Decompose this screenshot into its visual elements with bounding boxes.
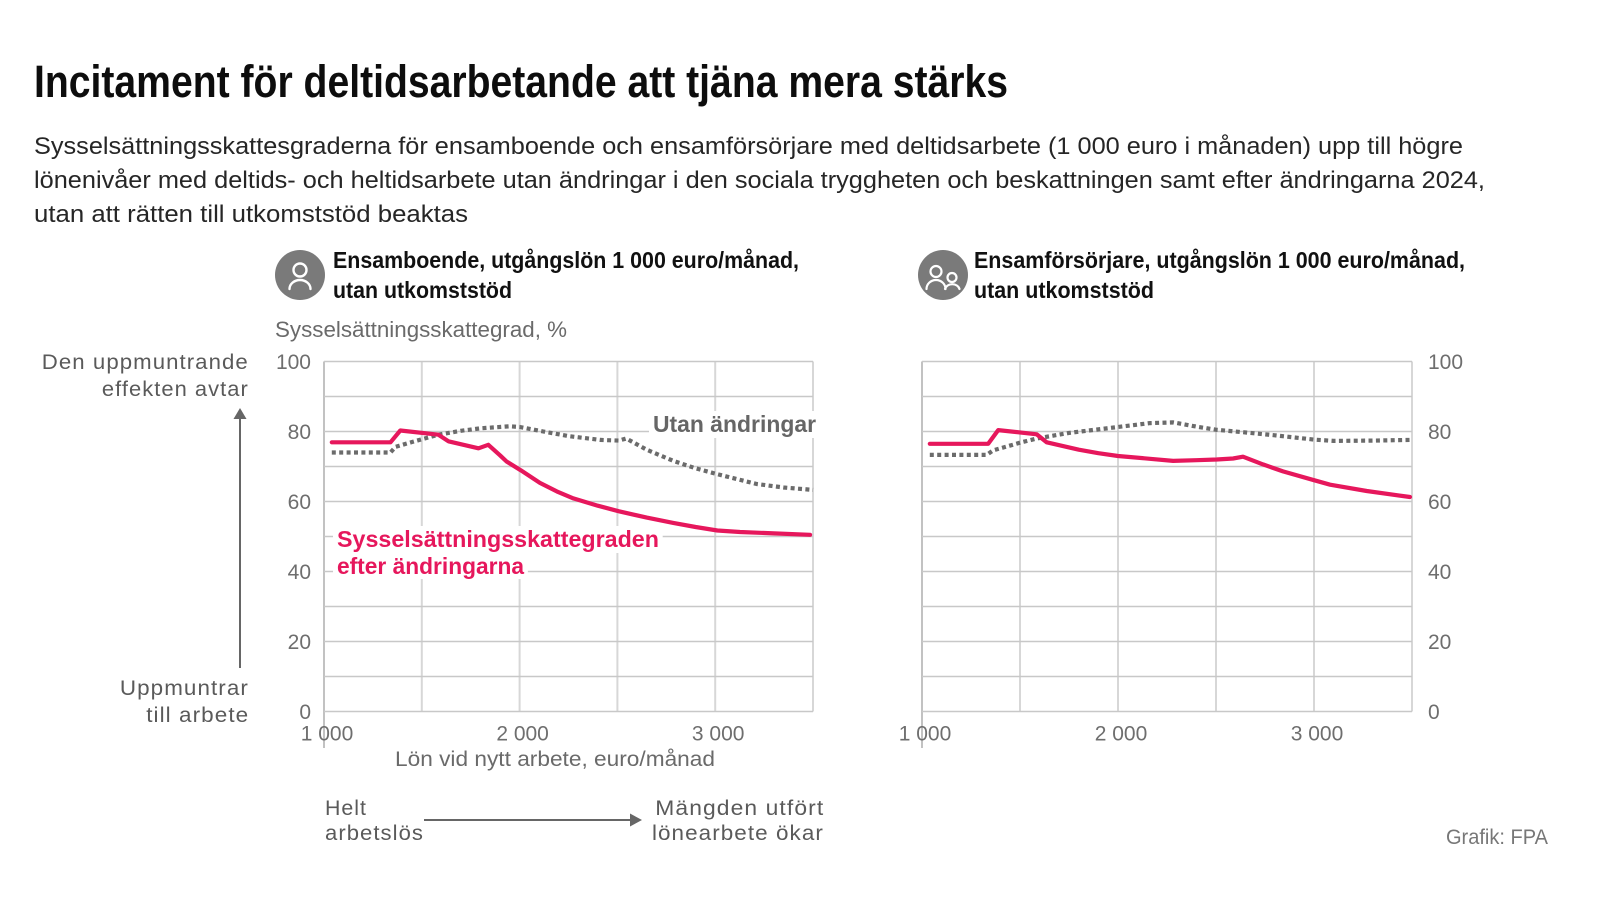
annotation-text: Uppmuntrar [119,677,249,700]
panel-title-line: Ensamboende, utgångslön 1 000 euro/månad… [333,245,834,275]
x-axis-title-text: Lön vid nytt arbete, euro/månad [395,748,715,771]
person-icon [275,250,325,300]
y-tick-label: 100 [1428,351,1463,374]
panel-title-text: Ensamförsörjare, utgångslön 1 000 euro/m… [974,247,1466,273]
y-tick-label: 80 [288,421,311,444]
chart-panel-2: 0 20 40 60 80 100 1 000 2 000 3 000 [899,351,1463,748]
page-title-text: Incitament för deltidsarbetande att tjän… [34,56,1009,107]
y-tick-label: 100 [276,351,311,374]
annotation-work-increases: Mängden utfört lönearbete ökar [652,796,824,846]
y-tick-label: 20 [288,631,311,654]
panel-title-line: utan utkomststöd [333,275,834,305]
series-label-text: efter ändringarna [333,552,529,580]
y-tick-label: 20 [1428,631,1451,654]
panel-title-text: utan utkomststöd [974,277,1155,303]
x-tick-label: 1 000 [301,723,354,746]
x-axis-title: Lön vid nytt arbete, euro/månad [395,747,715,773]
group-icon [918,250,968,300]
annotation-line: till arbete [128,703,249,730]
x-tick-label: 3 000 [692,723,745,746]
annotation-line: arbetslös [325,821,423,846]
panel-title-text: Ensamboende, utgångslön 1 000 euro/månad… [333,247,799,273]
subtitle-line-row: Sysselsättningsskattesgraderna för ensam… [34,130,1463,164]
page-title: Incitament för deltidsarbetande att tjän… [34,57,1154,107]
x-tick-label: 3 000 [1291,723,1344,746]
y-tick-label: 40 [288,561,311,584]
y-tick-label: 60 [288,491,311,514]
y-tick-label: 0 [1428,701,1440,724]
series-label-text: Sysselsättningsskattegraden [333,526,663,553]
subtitle-line: utan att rätten till utkomststöd beaktas [34,201,469,229]
series-line-without-changes [331,424,814,492]
series-label-text: Utan ändringar [649,411,820,438]
annotation-encourages-work: Uppmuntrar till arbete [120,676,249,730]
panel-title-single-household: Ensamboende, utgångslön 1 000 euro/månad… [333,245,834,305]
subtitle-line: lönenivåer med deltids- och heltidsarbet… [34,167,1485,195]
series-line-after-changes [329,428,813,537]
source-credit-text: Grafik: FPA [1446,826,1548,849]
series-label-line: efter ändringarna [333,552,659,580]
series-label-after-changes: Sysselsättningsskattegraden efter ändrin… [333,526,663,580]
annotation-text: Helt [325,797,368,820]
series-line-without-changes [929,420,1413,457]
x-tick-label: 2 000 [1095,723,1148,746]
annotation-text: till arbete [145,703,249,727]
subtitle-line-row: utan att rätten till utkomststöd beaktas [34,198,1438,232]
annotation-fully-unemployed: Helt arbetslös [325,796,423,846]
annotation-line: effekten avtar [53,377,249,404]
annotation-line: Den uppmuntrande [42,350,249,377]
y-axis-title: Sysselsättningsskattegrad, % [275,317,567,343]
page-subtitle: Sysselsättningsskattesgraderna för ensam… [34,130,1485,233]
annotation-text: lönearbete ökar [652,822,824,845]
series-label-without-changes: Utan ändringar [649,411,821,438]
annotation-line: lönearbete ökar [652,821,824,846]
annotation-text: arbetslös [325,822,424,845]
annotation-effect-decreases: Den uppmuntrande effekten avtar [42,350,249,404]
subtitle-line: Sysselsättningsskattesgraderna för ensam… [34,133,1463,160]
annotation-text: effekten avtar [101,377,249,401]
annotation-text: Mängden utfört [654,797,824,820]
annotation-line: Uppmuntrar [120,676,249,703]
arrow-right-icon [424,813,642,827]
x-tick-label: 2 000 [496,723,549,746]
annotation-line: Helt [325,796,419,821]
subtitle-line-row: lönenivåer med deltids- och heltidsarbet… [34,164,1485,198]
panel-title-line: Ensamförsörjare, utgångslön 1 000 euro/m… [974,245,1501,275]
y-axis-title-text: Sysselsättningsskattegrad, % [275,317,568,342]
series-line-after-changes [927,428,1413,500]
y-tick-label: 40 [1428,561,1451,584]
annotation-line: Mängden utfört [655,796,824,821]
panel-title-text: utan utkomststöd [333,277,513,303]
y-tick-label: 60 [1428,491,1451,514]
panel-title-single-parent: Ensamförsörjare, utgångslön 1 000 euro/m… [974,245,1501,305]
series-label-line: Sysselsättningsskattegraden [333,526,663,553]
arrow-up-icon [233,408,247,668]
y-tick-label: 0 [299,701,311,724]
panel-title-line: utan utkomststöd [974,275,1501,305]
x-tick-label: 1 000 [899,723,952,746]
y-tick-label: 80 [1428,421,1451,444]
annotation-text: Den uppmuntrande [42,351,249,374]
source-credit: Grafik: FPA [1441,825,1548,851]
